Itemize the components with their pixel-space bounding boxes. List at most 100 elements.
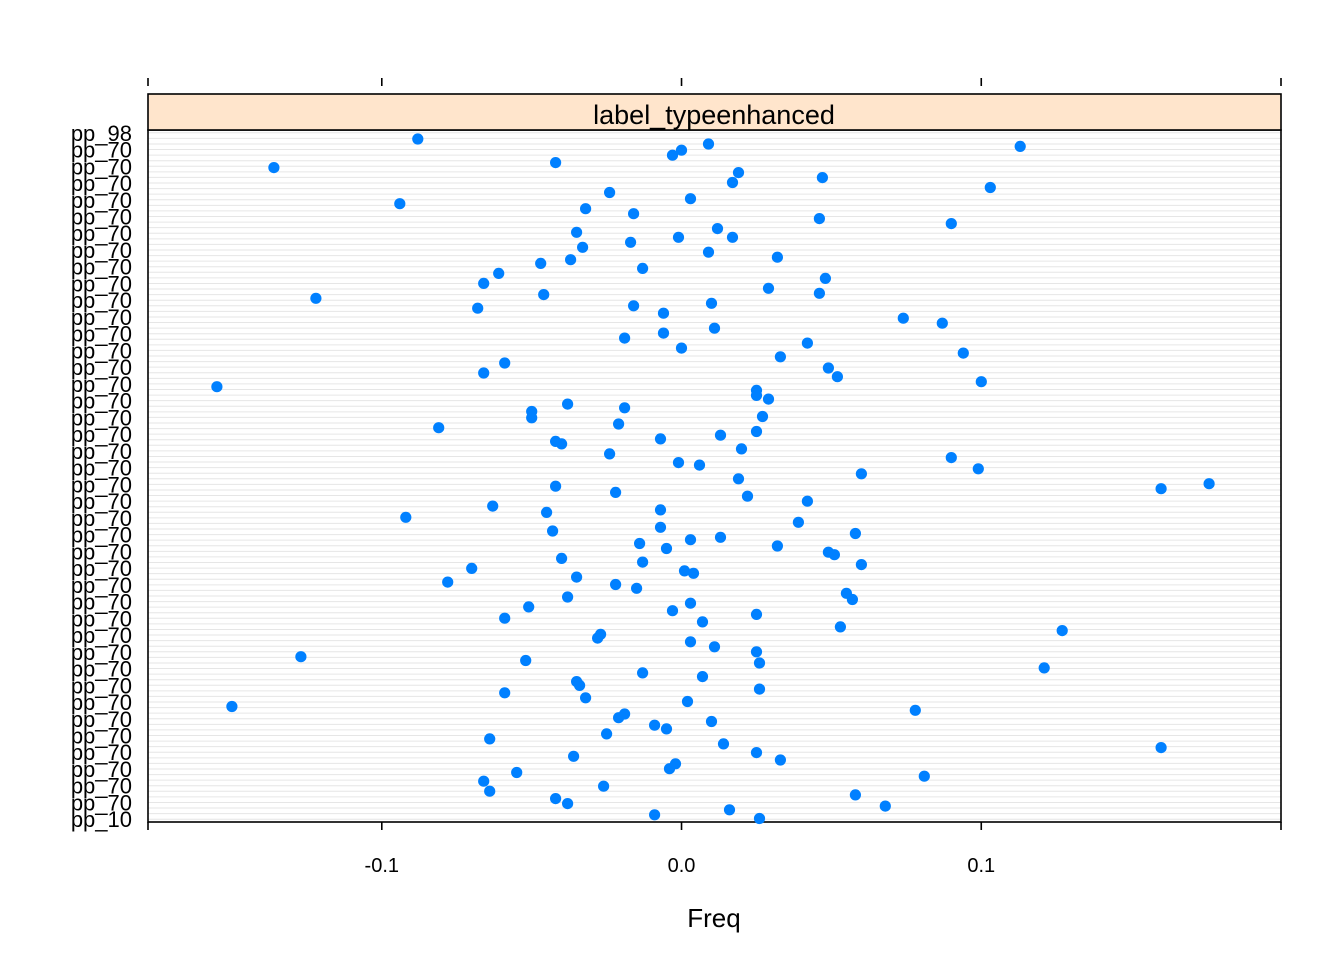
data-point <box>831 371 844 383</box>
data-point <box>487 500 499 512</box>
data-point <box>723 804 736 816</box>
y-tick-label: pp_70 <box>71 790 132 815</box>
data-point <box>750 608 763 621</box>
data-point <box>649 719 661 731</box>
data-point <box>211 381 223 393</box>
strip-title: label_typeenhanced <box>593 100 835 130</box>
y-tick-label: pp_70 <box>71 623 132 648</box>
data-point <box>226 700 238 713</box>
data-point <box>819 272 832 284</box>
data-point <box>717 738 730 750</box>
data-point <box>577 241 589 253</box>
y-tick-label: pp_70 <box>71 640 132 665</box>
y-tick-label: pp_70 <box>71 288 132 313</box>
data-point <box>637 667 649 679</box>
data-point <box>849 527 862 540</box>
y-tick-label: pp_70 <box>71 506 132 531</box>
data-point <box>696 616 709 628</box>
data-point <box>675 342 688 354</box>
data-point <box>663 763 676 775</box>
x-tick-label: 0.0 <box>668 855 696 877</box>
data-point <box>750 425 763 438</box>
data-point <box>568 750 580 762</box>
data-point <box>696 671 709 683</box>
y-tick-label: pp_70 <box>71 305 132 330</box>
data-point <box>610 578 622 591</box>
data-point <box>610 486 622 498</box>
data-point <box>619 402 631 414</box>
y-axis-labels: pp_98pp_70pp_70pp_70pp_70pp_70pp_70pp_70… <box>71 121 132 832</box>
data-point <box>711 223 724 235</box>
data-point <box>625 236 637 248</box>
data-point <box>684 193 697 205</box>
data-point <box>654 521 667 533</box>
data-point <box>726 176 739 189</box>
data-point <box>1155 742 1167 754</box>
data-point <box>909 704 921 716</box>
data-point <box>702 246 715 258</box>
y-tick-label: pp_70 <box>71 405 132 430</box>
data-point <box>771 251 784 263</box>
data-point <box>556 552 568 565</box>
data-point <box>846 593 859 606</box>
data-point <box>493 267 505 279</box>
data-point <box>822 362 835 374</box>
data-points <box>211 133 1215 825</box>
data-point <box>619 332 631 344</box>
data-point <box>442 576 454 588</box>
data-point <box>478 775 490 787</box>
data-point <box>801 495 814 507</box>
data-point <box>613 712 625 724</box>
data-point <box>654 433 667 445</box>
data-point <box>654 504 667 516</box>
data-point <box>681 695 694 708</box>
x-tick-label: -0.1 <box>365 855 399 877</box>
data-point <box>628 300 640 312</box>
y-tick-label: pp_70 <box>71 740 132 765</box>
y-tick-label: pp_70 <box>71 472 132 497</box>
y-tick-label: pp_70 <box>71 439 132 464</box>
y-tick-label: pp_70 <box>71 221 132 246</box>
data-point <box>268 162 280 174</box>
data-point <box>526 412 538 424</box>
x-axis: -0.1 0.0 0.1 <box>147 78 1282 877</box>
data-point <box>672 231 685 243</box>
data-point <box>936 317 948 329</box>
data-point <box>750 747 763 759</box>
data-point <box>310 292 322 304</box>
data-point <box>879 800 891 812</box>
data-point <box>657 307 670 319</box>
y-tick-label: pp_70 <box>71 556 132 581</box>
data-point <box>523 601 535 613</box>
data-point <box>762 393 775 405</box>
data-point <box>792 516 805 528</box>
data-point <box>753 812 766 825</box>
x-tick-label: 0.1 <box>967 855 995 877</box>
data-point <box>484 785 496 797</box>
data-point <box>1038 662 1050 674</box>
y-tick-label: pp_70 <box>71 707 132 732</box>
y-tick-label: pp_70 <box>71 422 132 447</box>
data-point <box>708 322 721 334</box>
data-point <box>499 612 511 624</box>
y-tick-label: pp_70 <box>71 205 132 230</box>
y-tick-label: pp_70 <box>71 154 132 179</box>
data-point <box>708 641 721 653</box>
data-point <box>750 389 763 401</box>
y-tick-label: pp_70 <box>71 774 132 799</box>
data-point <box>499 687 511 699</box>
data-point <box>801 337 814 349</box>
y-tick-label: pp_70 <box>71 573 132 598</box>
data-point <box>684 597 697 609</box>
y-tick-label: pp_70 <box>71 456 132 481</box>
y-tick-label: pp_70 <box>71 355 132 380</box>
data-point <box>693 459 706 471</box>
y-tick-label: pp_70 <box>71 757 132 782</box>
y-tick-label: pp_70 <box>71 606 132 631</box>
y-tick-label: pp_70 <box>71 255 132 280</box>
data-point <box>972 463 984 475</box>
data-point <box>675 144 688 156</box>
data-point <box>604 448 616 460</box>
data-point <box>580 692 592 704</box>
